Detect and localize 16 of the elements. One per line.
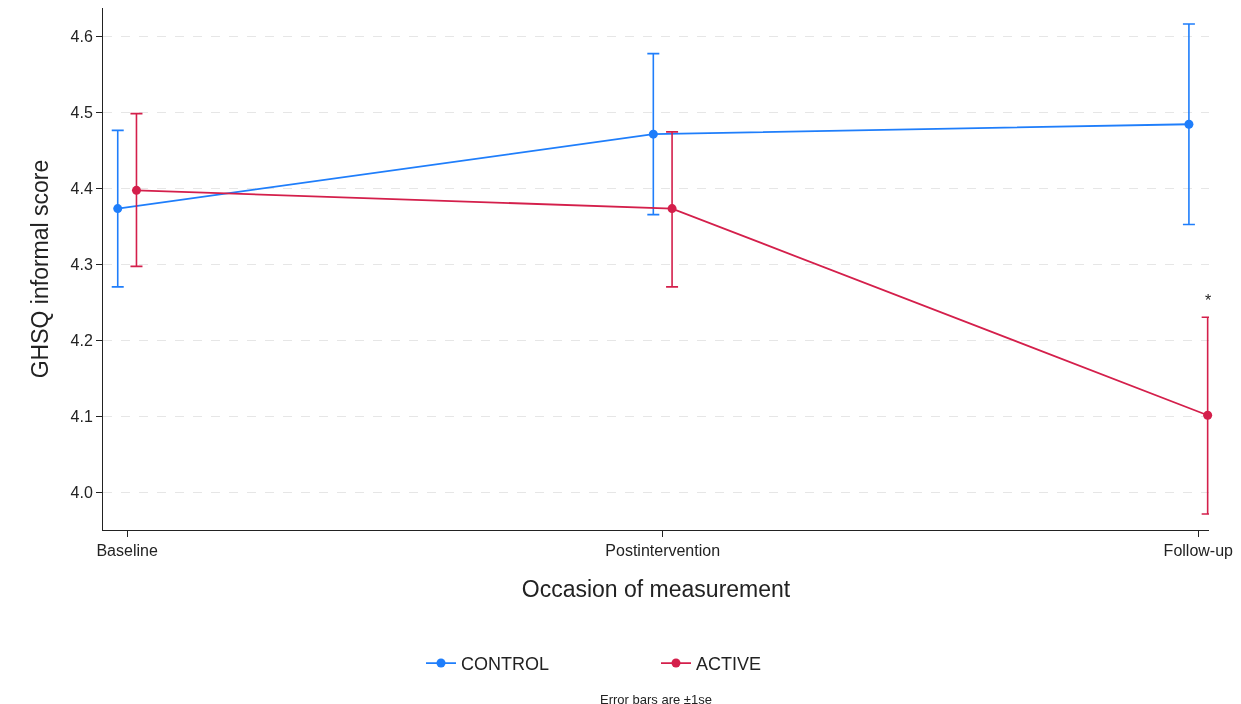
x-tick-label: Baseline [96,542,158,560]
y-tick-label: 4.4 [70,179,93,197]
y-tick-label: 4.2 [70,331,93,349]
legend-label: ACTIVE [696,654,762,675]
text: Error bars are ±1se [600,692,712,704]
x-tick-label: Follow-up [1163,542,1234,560]
y-axis-title: GHSQ informal score [27,159,53,379]
y-tick-label: 4.3 [70,255,93,273]
x-tick-label: Postintervention [605,542,721,560]
y-tick-label: 4.5 [70,103,93,121]
annotation: * [1205,292,1212,309]
legend-label: CONTROL [461,654,550,675]
y-tick-label: 4.1 [70,407,93,425]
x-axis-title: Occasion of measurement [521,575,791,602]
y-tick-label: 4.0 [70,483,93,501]
y-tick-label: 4.6 [70,27,93,45]
